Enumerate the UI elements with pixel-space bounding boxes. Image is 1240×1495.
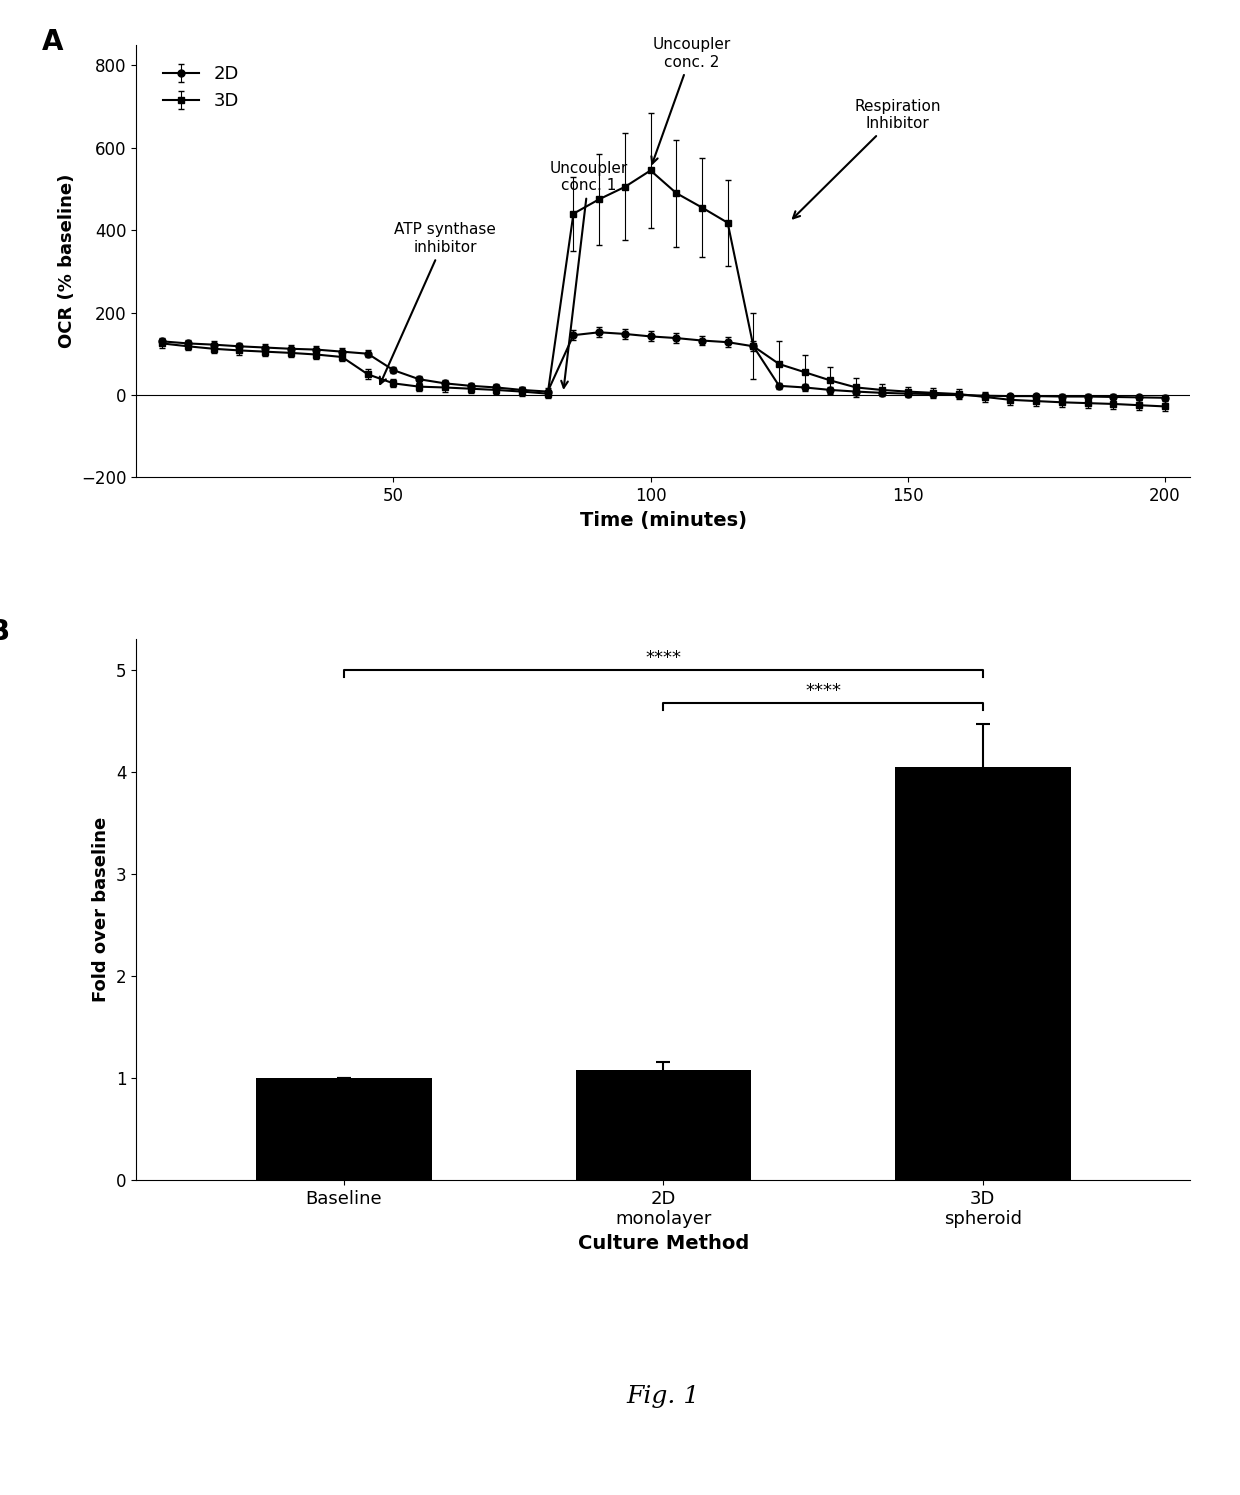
Legend: 2D, 3D: 2D, 3D — [156, 58, 247, 118]
Bar — [575, 1070, 751, 1180]
Text: Uncoupler
conc. 1: Uncoupler conc. 1 — [549, 160, 627, 387]
Text: ****: **** — [645, 649, 682, 667]
Text: Fig. 1: Fig. 1 — [626, 1384, 701, 1408]
Text: A: A — [42, 27, 63, 55]
Bar — [895, 767, 1070, 1180]
X-axis label: Culture Method: Culture Method — [578, 1233, 749, 1253]
Bar — [257, 1078, 432, 1180]
Text: Uncoupler
conc. 2: Uncoupler conc. 2 — [651, 37, 730, 163]
Y-axis label: OCR (% baseline): OCR (% baseline) — [57, 173, 76, 348]
Y-axis label: Fold over baseline: Fold over baseline — [93, 818, 110, 1002]
Text: ATP synthase
inhibitor: ATP synthase inhibitor — [379, 223, 496, 384]
Text: ****: **** — [805, 682, 841, 700]
Text: B: B — [0, 617, 10, 646]
Text: Respiration
Inhibitor: Respiration Inhibitor — [794, 99, 941, 218]
X-axis label: Time (minutes): Time (minutes) — [580, 510, 746, 529]
